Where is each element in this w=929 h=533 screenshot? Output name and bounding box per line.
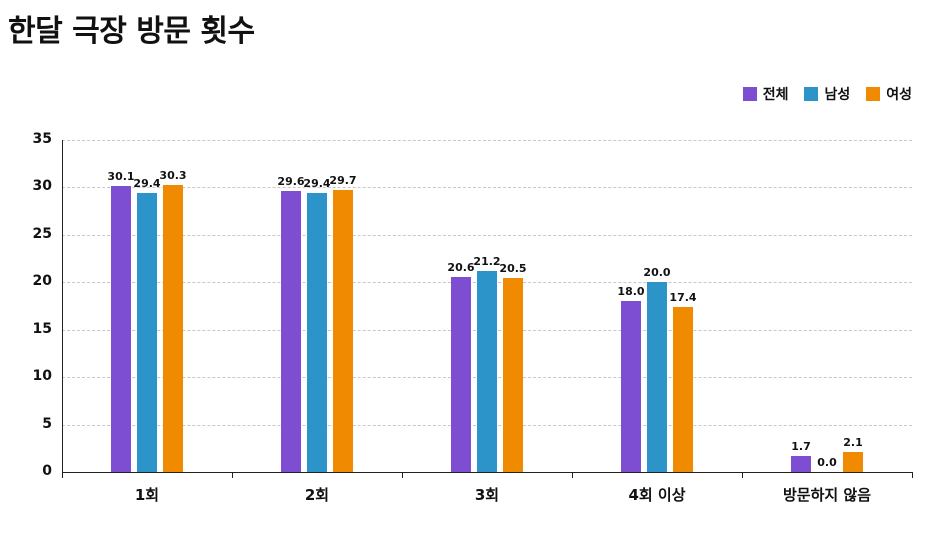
y-axis-tick-label: 5	[42, 415, 52, 432]
x-axis-tick	[742, 472, 743, 478]
bar	[621, 301, 641, 472]
y-axis-line	[62, 140, 63, 472]
bar-value-label: 20.5	[499, 261, 527, 275]
y-axis-tick-label: 15	[32, 320, 52, 337]
y-axis-tick-label: 0	[42, 463, 52, 479]
bar	[137, 193, 157, 472]
legend-item: 전체	[742, 84, 789, 104]
x-axis-tick	[572, 472, 573, 478]
bar-value-label: 2.1	[843, 436, 863, 450]
legend-swatch	[742, 87, 757, 101]
bar	[791, 455, 811, 472]
legend-swatch	[866, 87, 881, 101]
y-axis-tick-label: 10	[32, 368, 52, 385]
bar	[503, 277, 523, 472]
bar-value-label: 30.3	[159, 168, 187, 182]
y-axis-tick-label: 30	[32, 178, 52, 195]
bar-value-label: 1.7	[791, 439, 811, 453]
bar-value-label: 30.1	[107, 170, 135, 184]
x-axis-category-label: 방문하지 않음	[782, 486, 872, 504]
x-axis-tick	[232, 472, 233, 478]
bar	[451, 276, 471, 472]
y-axis-tick-label: 20	[32, 273, 52, 290]
legend-swatch	[804, 87, 819, 101]
bar-value-label: 18.0	[617, 285, 645, 299]
bar-value-label: 29.4	[133, 177, 161, 191]
legend: 전체 남성 여성	[742, 84, 912, 104]
legend-label: 남성	[824, 87, 851, 103]
bar-value-label: 29.7	[329, 174, 357, 188]
gridline	[62, 234, 912, 236]
plot-area: 0 5 10 15 20 25 30 35 1회 30.1 29.4 30.3 2회 29.6 29.4 29…	[33, 131, 913, 504]
bar	[333, 190, 353, 472]
legend-label: 전체	[762, 87, 789, 103]
bar-value-label: 29.4	[303, 177, 331, 191]
bar	[477, 270, 497, 472]
x-axis-category-label: 2회	[304, 486, 330, 504]
gridline	[62, 140, 912, 141]
x-axis-line	[62, 472, 912, 473]
x-axis-category-label: 1회	[134, 486, 160, 504]
bar	[111, 186, 131, 472]
x-axis-tick	[912, 472, 913, 478]
x-axis-category-label: 3회	[474, 486, 500, 504]
chart-title: 한달 극장 방문 횟수	[8, 14, 255, 49]
legend-item: 여성	[866, 84, 912, 104]
legend-item: 남성	[804, 84, 850, 104]
bar	[647, 282, 667, 472]
bar-value-label: 29.6	[277, 175, 305, 189]
bar	[307, 193, 327, 472]
bar-value-label: 20.6	[447, 260, 475, 274]
y-axis-tick-label: 35	[32, 131, 52, 147]
bar-value-label: 0.0	[817, 456, 837, 469]
bar-value-label: 17.4	[669, 290, 697, 304]
legend-label: 여성	[886, 87, 912, 103]
bar-value-label: 21.2	[473, 254, 501, 268]
bar	[281, 191, 301, 472]
bar-value-label: 20.0	[643, 266, 671, 280]
bar	[163, 184, 183, 472]
x-axis-category-label: 4회 이상	[628, 486, 686, 504]
x-axis-tick	[62, 472, 63, 478]
gridline	[62, 187, 912, 189]
bar	[673, 306, 693, 472]
bar	[843, 452, 863, 472]
x-axis-tick	[402, 472, 403, 478]
y-axis-tick-label: 25	[32, 225, 52, 242]
